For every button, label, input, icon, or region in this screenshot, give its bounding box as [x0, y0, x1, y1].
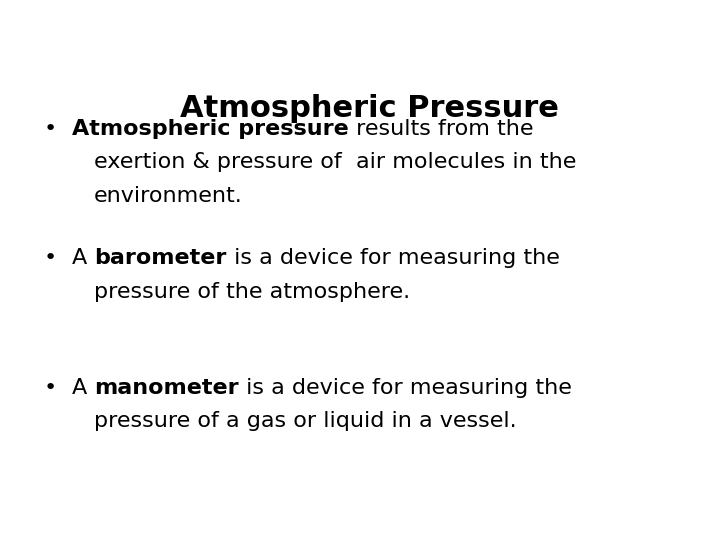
Text: •: •	[44, 248, 57, 268]
Text: exertion & pressure of  air molecules in the: exertion & pressure of air molecules in …	[94, 152, 576, 172]
Text: manometer: manometer	[94, 378, 239, 398]
Text: A: A	[72, 378, 94, 398]
Text: Atmospheric Pressure: Atmospheric Pressure	[179, 94, 559, 123]
Text: •: •	[44, 119, 57, 139]
Text: pressure of the atmosphere.: pressure of the atmosphere.	[94, 282, 410, 302]
Text: barometer: barometer	[94, 248, 227, 268]
Text: is a device for measuring the: is a device for measuring the	[227, 248, 559, 268]
Text: Atmospheric pressure: Atmospheric pressure	[72, 119, 348, 139]
Text: pressure of a gas or liquid in a vessel.: pressure of a gas or liquid in a vessel.	[94, 411, 516, 431]
Text: results from the: results from the	[348, 119, 534, 139]
Text: is a device for measuring the: is a device for measuring the	[239, 378, 572, 398]
Text: environment.: environment.	[94, 186, 243, 206]
Text: •: •	[44, 378, 57, 398]
Text: A: A	[72, 248, 94, 268]
